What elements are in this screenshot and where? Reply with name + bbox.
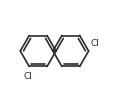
Text: Cl: Cl [24, 72, 32, 81]
Text: Cl: Cl [90, 39, 99, 48]
